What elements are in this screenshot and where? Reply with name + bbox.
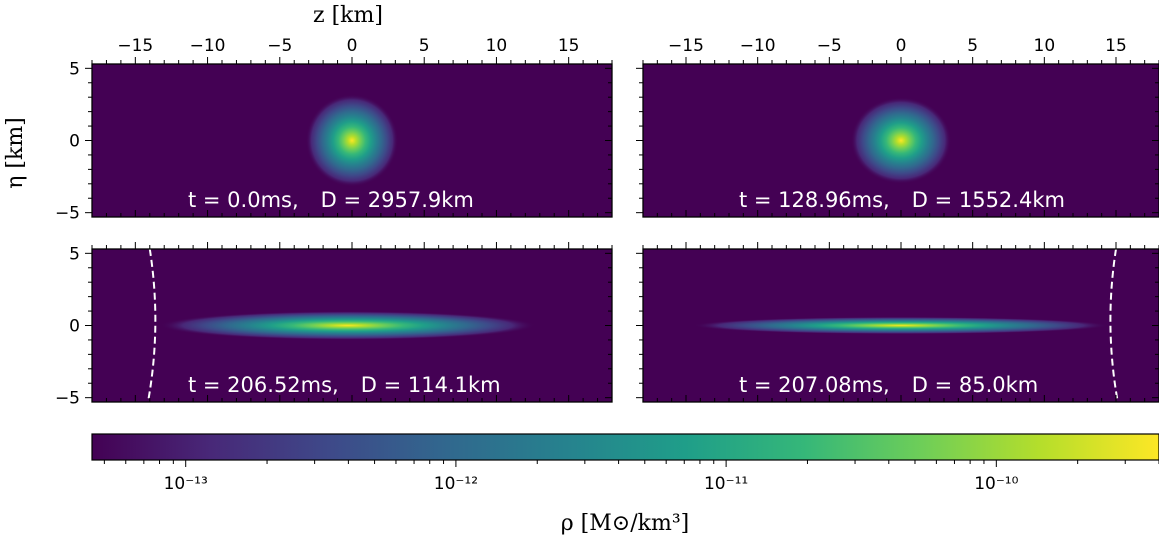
x-tick-label: −10 xyxy=(740,36,776,56)
x-tick-label: 5 xyxy=(967,36,978,56)
density-blob xyxy=(159,311,536,340)
annotation-distance: D = 1552.4km xyxy=(912,188,1065,212)
x-tick-label: −15 xyxy=(117,36,153,56)
x-tick-label: 10 xyxy=(1034,36,1056,56)
annotation-distance: D = 2957.9km xyxy=(321,188,474,212)
x-tick-label: 0 xyxy=(347,36,358,56)
colorbar-tick-label: 10⁻¹³ xyxy=(164,474,208,494)
y-tick-label: 0 xyxy=(69,317,80,337)
x-tick-label: 15 xyxy=(558,36,580,56)
colorbar-tick-label: 10⁻¹¹ xyxy=(704,474,748,494)
panel-annotation: t = 0.0ms, D = 2957.9km xyxy=(188,188,474,212)
y-tick-label: −5 xyxy=(55,389,80,409)
y-tick-label: −5 xyxy=(55,204,80,224)
panels-group: −15 −10 −5 0 5 10 15 5 0 −5 t = 0.0ms, D = 2957.9km… xyxy=(55,36,1159,409)
annotation-time: t = 206.52ms, xyxy=(188,373,339,397)
panel-annotation: t = 206.52ms, D = 114.1km xyxy=(188,373,501,397)
density-blob xyxy=(850,97,952,184)
x-tick-label: 10 xyxy=(486,36,508,56)
annotation-time: t = 128.96ms, xyxy=(739,188,890,212)
x-axis-label: z [km] xyxy=(313,3,383,28)
panel-annotation: t = 207.08ms, D = 85.0km xyxy=(739,373,1038,397)
boundary-line xyxy=(1109,248,1119,403)
panel-1: −15 −10 −5 0 5 10 15 5 0 −5 t = 0.0ms, D = 2957.9km xyxy=(55,36,613,224)
annotation-distance: D = 85.0km xyxy=(912,373,1039,397)
y-tick-label: 5 xyxy=(69,59,80,79)
y-axis-label: η [km] xyxy=(3,117,28,189)
panel-annotation: t = 128.96ms, D = 1552.4km xyxy=(739,188,1065,212)
x-tick-label: 0 xyxy=(896,36,907,56)
annotation-time: t = 0.0ms, xyxy=(188,188,299,212)
annotation-time: t = 207.08ms, xyxy=(739,373,890,397)
y-tick-label: 5 xyxy=(69,244,80,264)
x-tick-label: −5 xyxy=(267,36,292,56)
colorbar-tick-label: 10⁻¹² xyxy=(434,474,478,494)
x-tick-label: −5 xyxy=(817,36,842,56)
y-tick-label: 0 xyxy=(69,132,80,152)
colorbar-tick-label: 10⁻¹⁰ xyxy=(974,474,1018,494)
x-tick-label: 5 xyxy=(419,36,430,56)
panel-3: 5 0 −5 t = 206.52ms, D = 114.1km xyxy=(55,242,613,409)
x-tick-label: −10 xyxy=(190,36,226,56)
annotation-distance: D = 114.1km xyxy=(361,373,501,397)
colorbar-label: ρ [M⊙/km³] xyxy=(561,511,689,536)
colorbar: 10⁻¹³ 10⁻¹² 10⁻¹¹ 10⁻¹⁰ xyxy=(91,433,1159,494)
density-blob xyxy=(305,94,399,187)
x-tick-label: 15 xyxy=(1105,36,1127,56)
colorbar-gradient xyxy=(91,433,1159,461)
x-tick-label: −15 xyxy=(668,36,704,56)
panel-4: t = 207.08ms, D = 85.0km xyxy=(636,242,1159,403)
boundary-line xyxy=(146,248,157,403)
panel-2: −15 −10 −5 0 5 10 15 t = 128.96ms, D = 1552.4km xyxy=(636,36,1159,218)
density-blob xyxy=(693,316,1109,335)
